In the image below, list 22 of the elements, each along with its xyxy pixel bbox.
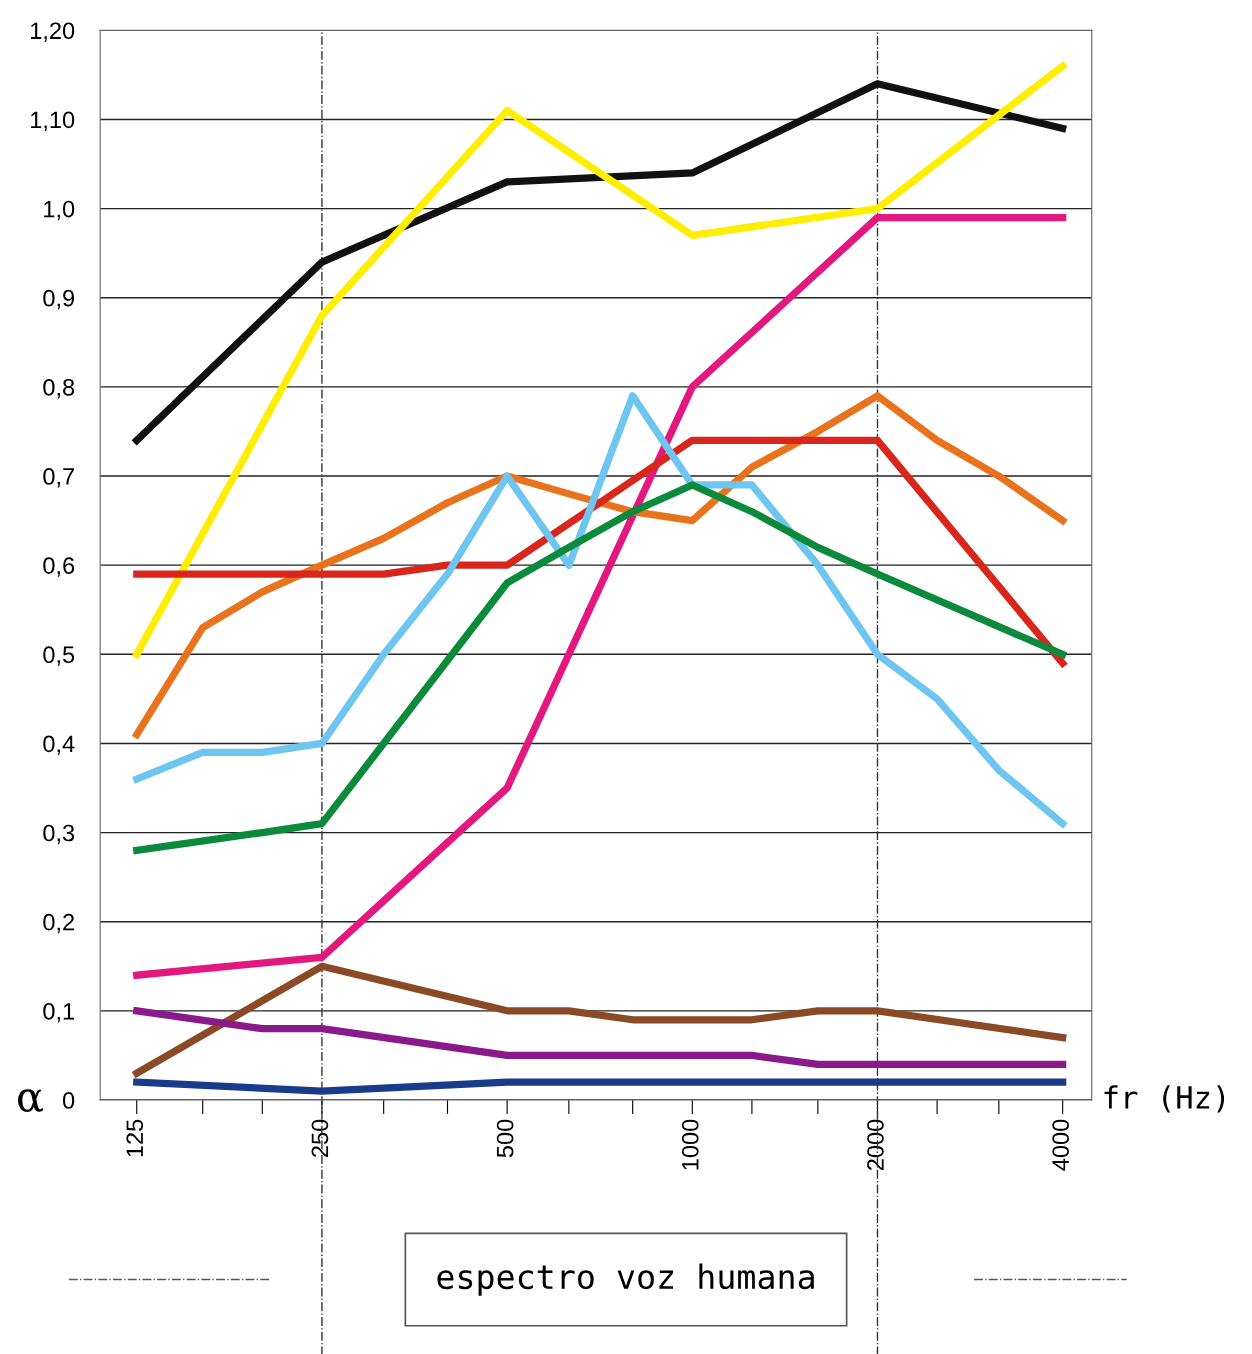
y-tick-label: 0 — [62, 1092, 75, 1109]
y-tick-label: 0,4 — [43, 735, 75, 756]
y-tick-label: 0,5 — [43, 646, 75, 666]
x-tick-label: 2000 — [867, 1119, 884, 1171]
y-tick-label: 1,10 — [31, 111, 75, 132]
y-tick-label: 0,8 — [43, 378, 75, 399]
y-tick-label: 0,7 — [43, 468, 74, 488]
x-tick-label: 500 — [496, 1119, 514, 1158]
text: espectro voz humana — [437, 1263, 814, 1296]
x-tick-label: 1000 — [681, 1119, 699, 1170]
y-tick-label: 0,1 — [43, 1002, 75, 1023]
y-tick-label: 1,20 — [31, 22, 75, 42]
x-tick-label: 250 — [311, 1119, 329, 1157]
y-axis-title: α — [17, 1089, 43, 1112]
x-tick-label: 125 — [126, 1119, 144, 1157]
y-tick-label: 0,2 — [43, 913, 74, 934]
y-tick-label: 0,3 — [43, 824, 75, 845]
x-axis-title: fr (Hz) — [1104, 1085, 1225, 1113]
y-tick-label: 0,6 — [43, 557, 75, 577]
y-tick-label: 1,0 — [44, 200, 75, 221]
y-tick-label: 0,9 — [43, 289, 75, 310]
x-tick-label: 4000 — [1052, 1119, 1069, 1171]
